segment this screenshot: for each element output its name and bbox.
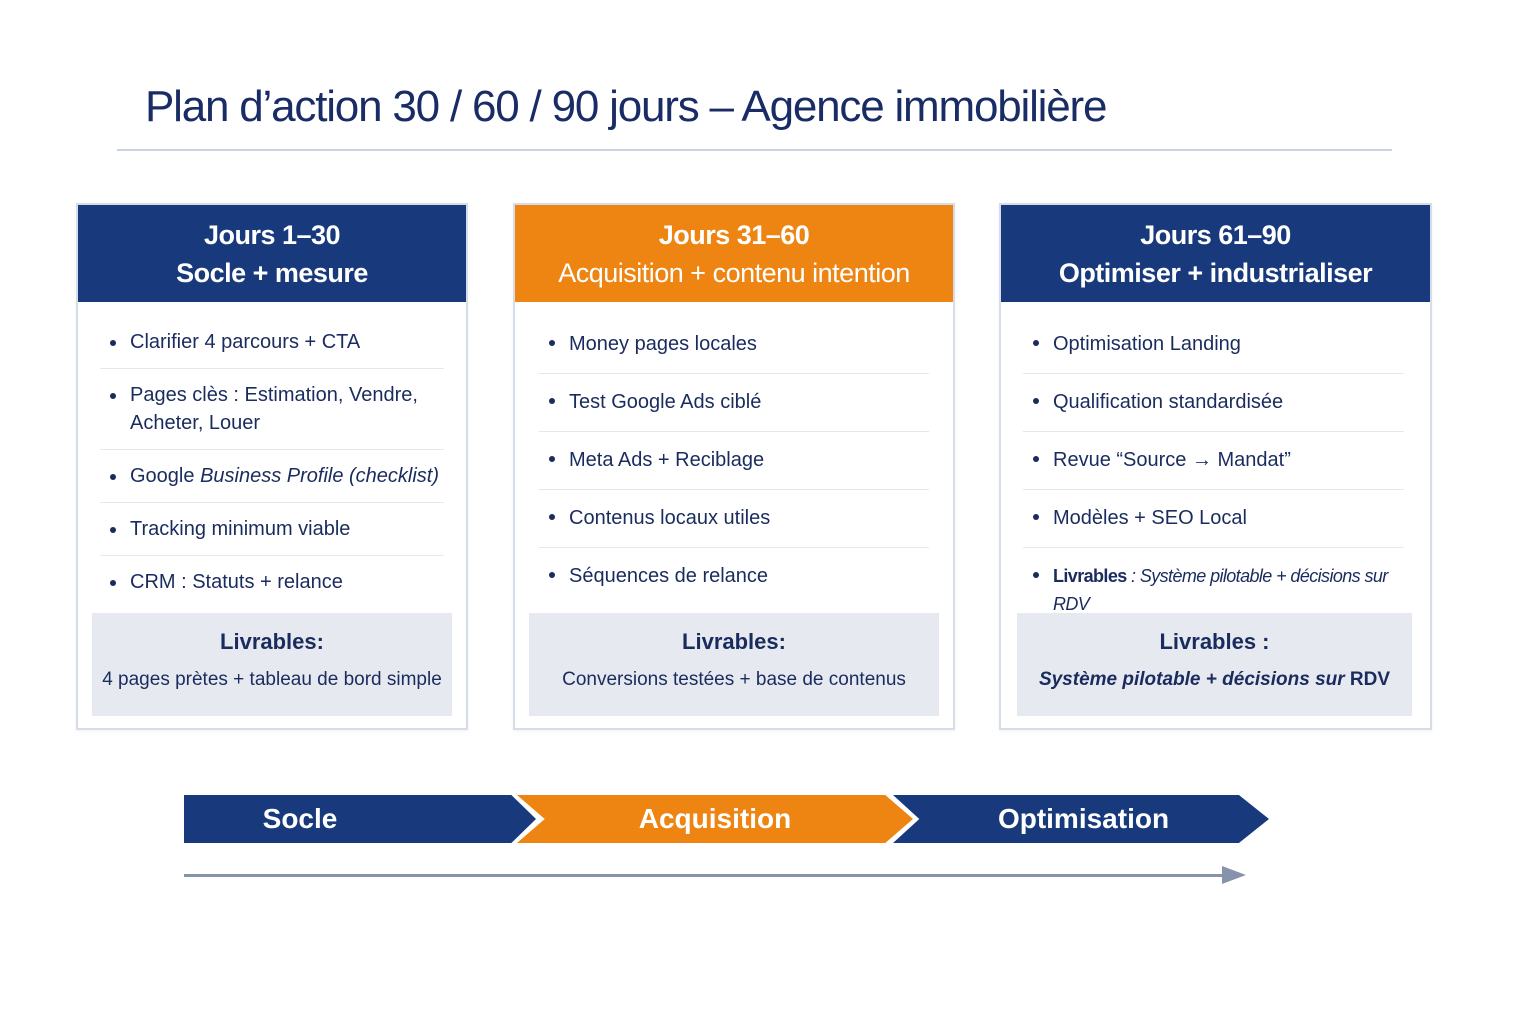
list-item: Qualification standardisée xyxy=(1023,374,1404,432)
deliverables-box: Livrables : Système pilotable + décision… xyxy=(1017,613,1412,716)
task-list: Money pages locales Test Google Ads cibl… xyxy=(539,316,929,605)
phase-name: Socle + mesure xyxy=(176,257,368,288)
deliverables-main: Système pilotable + décisions sur xyxy=(1038,669,1350,690)
deliverables-text: Conversions testées + base de contenus xyxy=(562,669,906,690)
item-italic: Business Profile (checklist) xyxy=(200,465,440,487)
list-item: Tracking minimum viable xyxy=(100,503,444,556)
timeline-step-socle: Socle xyxy=(184,795,536,843)
list-item: Money pages locales xyxy=(539,316,929,374)
phase-card-3: Jours 61–90 Optimiser + industrialiser O… xyxy=(999,203,1432,730)
list-item: Séquences de relance xyxy=(539,548,929,605)
phase-days: Jours 61–90 xyxy=(1140,219,1291,250)
phase-header: Jours 31–60 Acquisition + contenu intent… xyxy=(515,205,953,302)
deliverables-box: Livrables: Conversions testées + base de… xyxy=(529,613,939,716)
timeline-step-optimisation: Optimisation xyxy=(893,795,1269,843)
time-axis-line xyxy=(184,874,1224,877)
phase-days: Jours 1–30 xyxy=(203,219,341,250)
phase-card-2: Jours 31–60 Acquisition + contenu intent… xyxy=(513,203,955,730)
list-item: Optimisation Landing xyxy=(1023,316,1404,374)
list-item: Meta Ads + Reciblage xyxy=(539,432,929,490)
deliverables-label: Livrables: xyxy=(682,629,786,654)
task-list: Optimisation Landing Qualification stand… xyxy=(1023,316,1404,633)
list-item: Test Google Ads ciblé xyxy=(539,374,929,432)
timeline-step-acquisition: Acquisition xyxy=(517,795,913,843)
list-item: Google Business Profile (checklist) xyxy=(100,450,444,503)
task-list: Clarifier 4 parcours + CTA Pages clès : … xyxy=(100,316,444,608)
deliverables-label: Livrables: xyxy=(220,629,324,654)
list-item: Clarifier 4 parcours + CTA xyxy=(100,316,444,369)
phase-card-1: Jours 1–30 Socle + mesure Clarifier 4 pa… xyxy=(76,203,468,730)
deliverables-label: Livrables : xyxy=(1159,629,1270,654)
list-item: Modèles + SEO Local xyxy=(1023,490,1404,548)
deliverables-text: 4 pages prètes + tableau de bord simple xyxy=(102,669,442,690)
page-title: Plan d’action 30 / 60 / 90 jours – Agenc… xyxy=(145,82,1107,131)
timeline-label: Acquisition xyxy=(638,803,792,834)
phase-header: Jours 1–30 Socle + mesure xyxy=(78,205,466,302)
phase-name: Optimiser + industrialiser xyxy=(1058,257,1373,288)
deliverables-box: Livrables: 4 pages prètes + tableau de b… xyxy=(92,613,452,716)
item-bold: Livrables xyxy=(1053,566,1127,586)
arrow-right-icon xyxy=(1222,866,1246,884)
list-item: CRM : Statuts + relance xyxy=(100,556,444,608)
timeline-label: Socle xyxy=(262,803,338,834)
phase-name: Acquisition + contenu intention xyxy=(558,257,910,288)
list-item: Pages clès : Estimation, Vendre, Acheter… xyxy=(100,369,444,450)
title-divider xyxy=(117,149,1392,151)
phase-header: Jours 61–90 Optimiser + industrialiser xyxy=(1001,205,1430,302)
item-text: Google xyxy=(130,465,201,487)
list-item: Livrables : Système pilotable + décision… xyxy=(1023,548,1404,633)
deliverables-emphasis: RDV xyxy=(1349,669,1391,690)
item-italic: : Système pilotable + décisions sur RDV xyxy=(1053,566,1388,614)
deliverables-text: Système pilotable + décisions sur RDV xyxy=(1017,669,1412,691)
timeline-label: Optimisation xyxy=(997,803,1170,834)
list-item: Contenus locaux utiles xyxy=(539,490,929,548)
list-item: Revue “Source → Mandat” xyxy=(1023,432,1404,490)
phase-days: Jours 31–60 xyxy=(658,219,810,250)
